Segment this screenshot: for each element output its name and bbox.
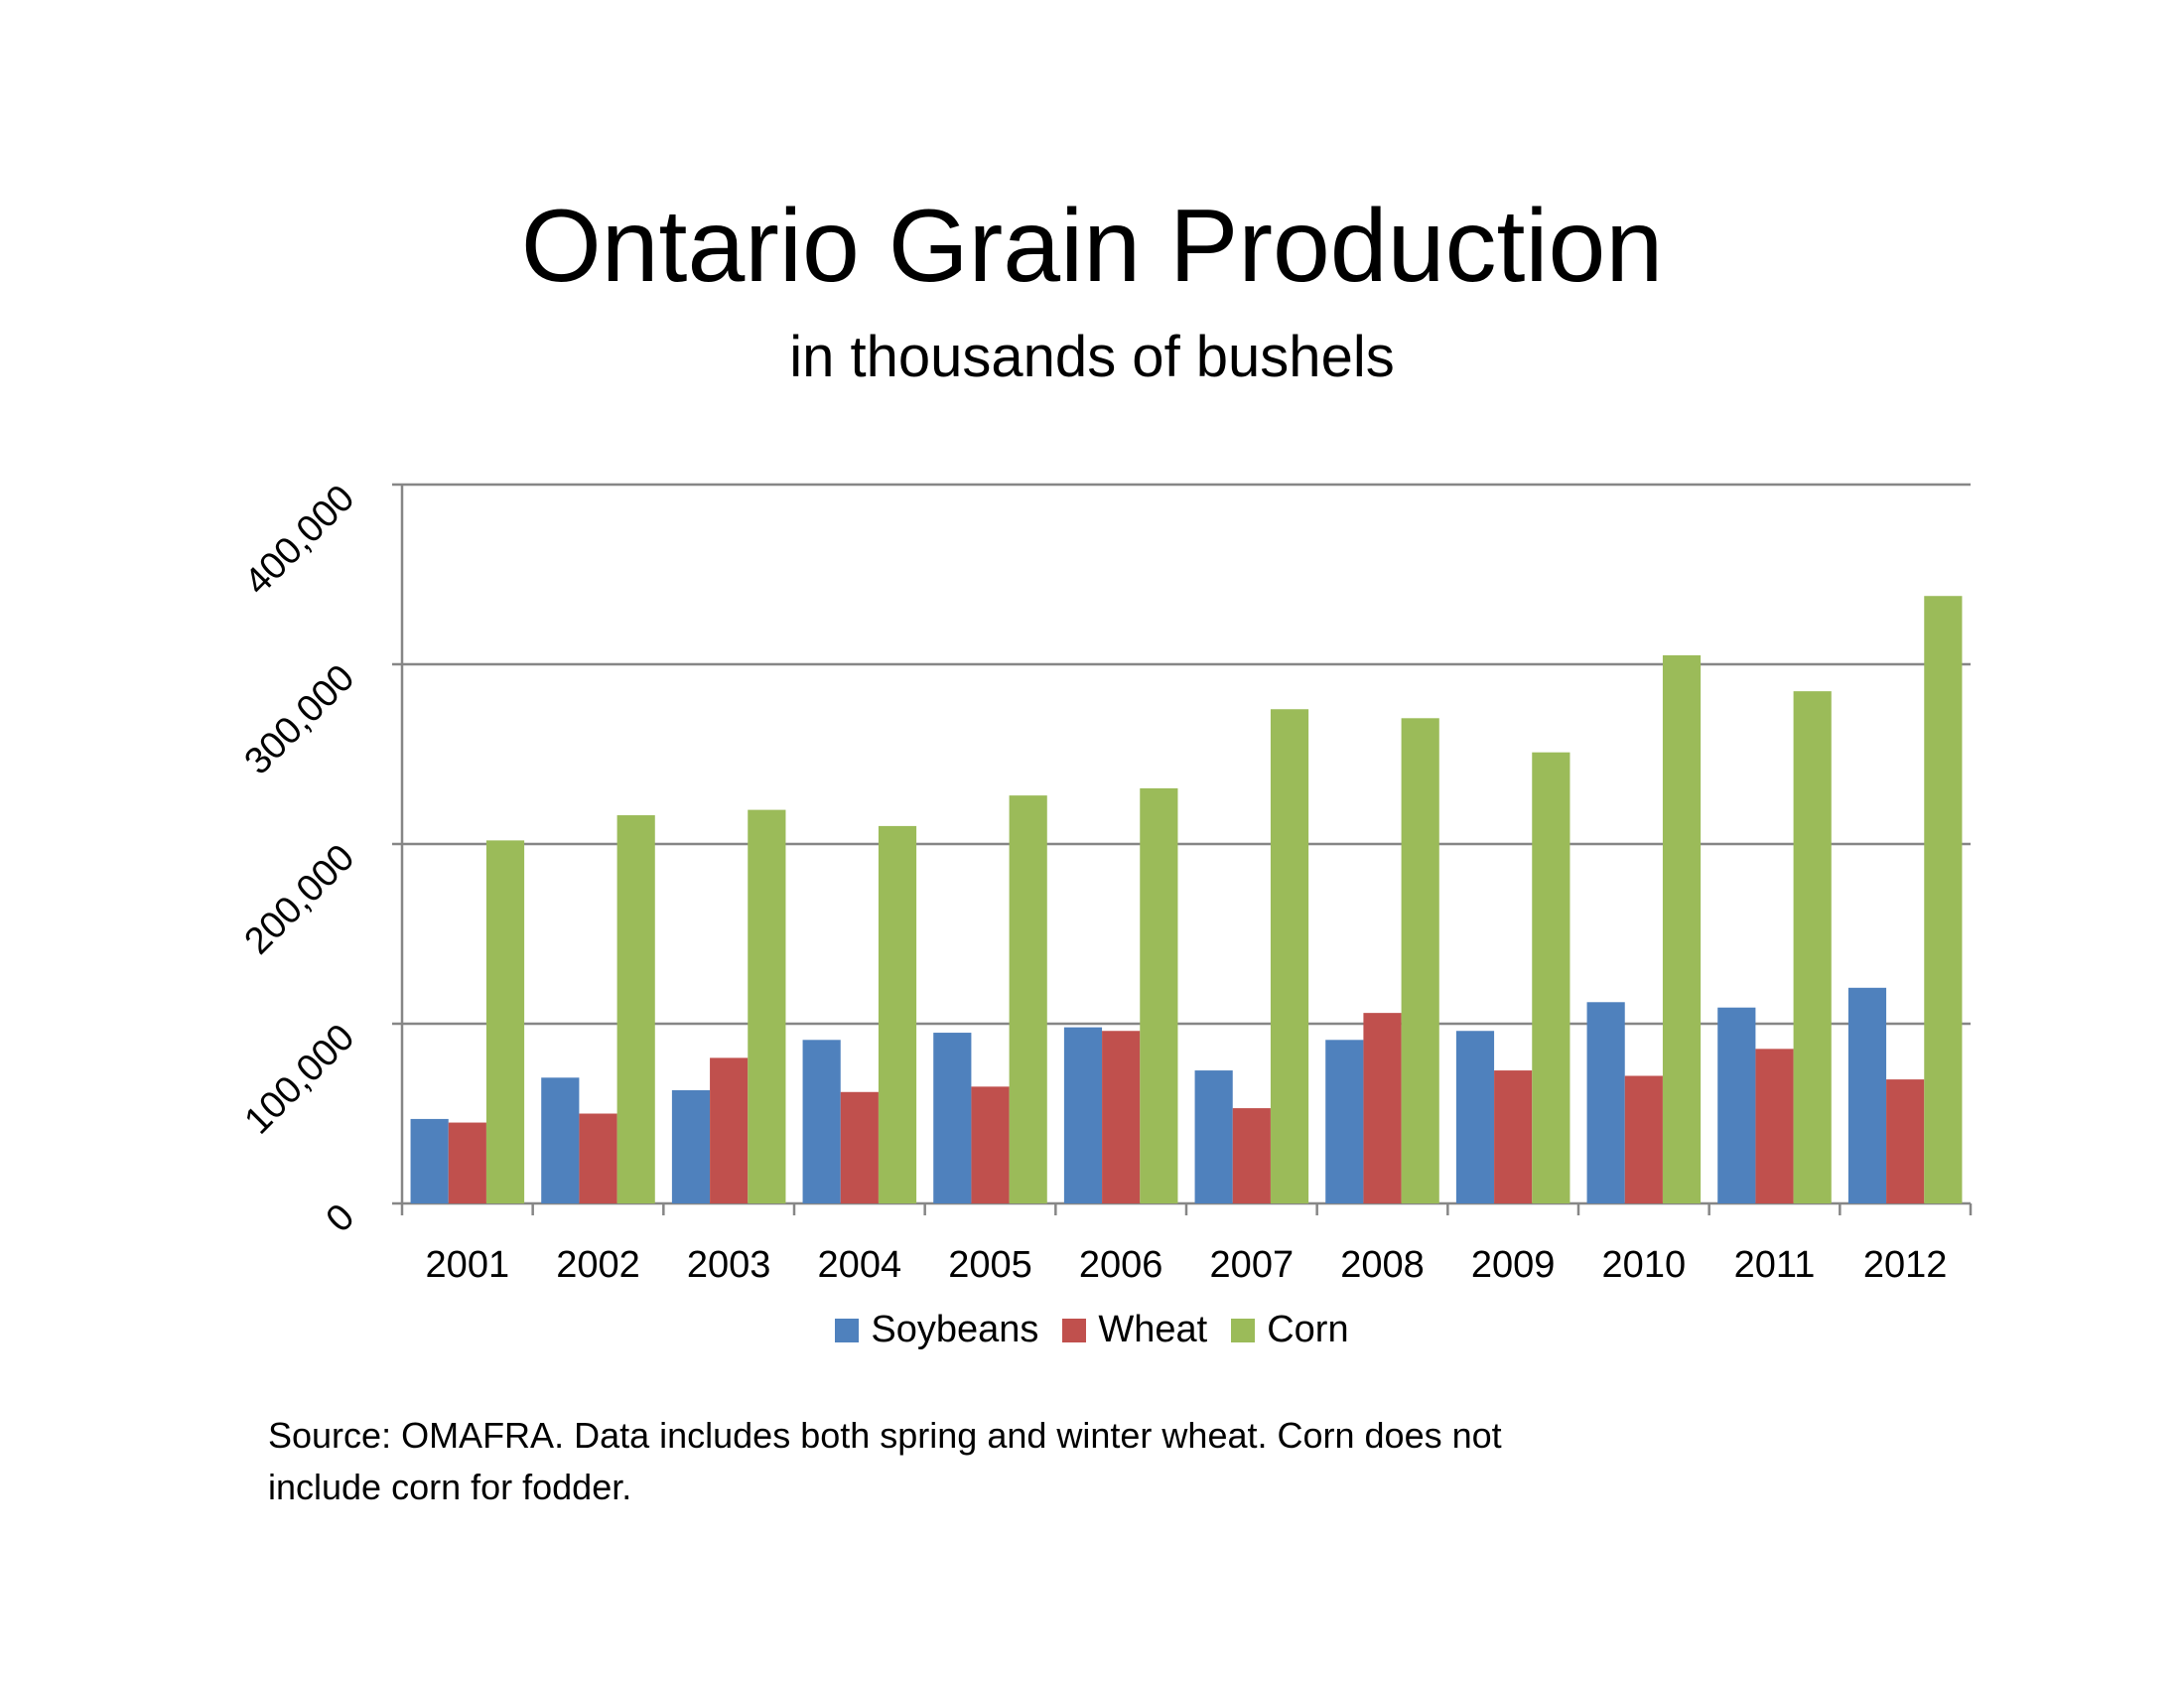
bar-soybeans-2004 [802,1040,841,1203]
bar-corn-2006 [1140,787,1178,1203]
bar-corn-2005 [1009,795,1047,1203]
bar-wheat-2001 [448,1122,486,1203]
bar-corn-2004 [878,825,917,1203]
legend-label-corn: Corn [1267,1309,1349,1350]
x-tick-label: 2005 [948,1244,1032,1286]
bar-wheat-2012 [1886,1079,1925,1203]
bar-wheat-2008 [1363,1013,1402,1203]
bar-wheat-2010 [1624,1075,1663,1203]
bar-corn-2012 [1924,596,1963,1203]
bar-soybeans-2006 [1063,1027,1103,1203]
bar-wheat-2007 [1232,1108,1271,1203]
bar-soybeans-2003 [671,1089,711,1203]
legend-label-soybeans: Soybeans [871,1309,1039,1350]
bar-wheat-2004 [840,1091,879,1203]
bar-corn-2007 [1270,709,1309,1203]
x-tick-label: 2002 [556,1244,640,1286]
x-tick-label: 2010 [1602,1244,1687,1286]
bar-soybeans-2012 [1847,987,1887,1203]
x-tick-label: 2006 [1079,1244,1163,1286]
bar-soybeans-2010 [1586,1002,1625,1203]
bar-corn-2008 [1401,718,1439,1203]
bar-soybeans-2007 [1194,1070,1233,1203]
legend-swatch-wheat [1062,1318,1087,1342]
legend-item-soybeans: Soybeans [835,1309,1038,1351]
bar-wheat-2005 [971,1086,1010,1203]
bar-wheat-2002 [579,1113,617,1203]
bar-wheat-2006 [1102,1031,1141,1203]
bar-soybeans-2009 [1455,1031,1495,1203]
bar-corn-2009 [1532,752,1570,1203]
source-note: Source: OMAFRA. Data includes both sprin… [268,1415,1502,1507]
y-tick-label: 400,000 [237,478,363,604]
y-tick-label: 0 [319,1196,363,1241]
legend-swatch-corn [1231,1318,1256,1342]
y-tick-label: 100,000 [237,1017,363,1143]
chart-subtitle: in thousands of bushels [789,325,1395,389]
x-tick-label: 2003 [687,1244,771,1286]
x-tick-label: 2011 [1734,1244,1816,1286]
bar-soybeans-2011 [1717,1007,1756,1203]
x-tick-label: 2007 [1210,1244,1295,1286]
legend-label-wheat: Wheat [1098,1309,1208,1350]
chart-legend: Soybeans Wheat Corn [0,1309,2184,1351]
bar-soybeans-2005 [933,1033,972,1203]
bar-soybeans-2008 [1325,1040,1364,1203]
chart-title: Ontario Grain Production [520,189,1664,304]
y-tick-label: 200,000 [237,837,363,963]
x-tick-label: 2004 [818,1244,902,1286]
bar-soybeans-2002 [541,1077,580,1203]
bar-corn-2011 [1793,691,1832,1203]
bar-corn-2001 [485,840,525,1203]
x-tick-label: 2001 [426,1244,510,1286]
legend-item-corn: Corn [1231,1309,1349,1351]
x-tick-label: 2012 [1863,1244,1948,1286]
bar-wheat-2011 [1755,1049,1794,1203]
bar-wheat-2009 [1494,1070,1533,1203]
legend-item-wheat: Wheat [1062,1309,1207,1351]
x-tick-label: 2008 [1340,1244,1425,1286]
bar-corn-2003 [748,809,786,1203]
legend-swatch-soybeans [835,1318,860,1342]
bar-corn-2002 [616,815,655,1203]
x-tick-label: 2009 [1471,1244,1556,1286]
bar-soybeans-2001 [410,1118,449,1203]
y-tick-label: 300,000 [237,657,363,783]
bar-wheat-2003 [710,1057,749,1203]
bar-corn-2010 [1662,654,1702,1203]
